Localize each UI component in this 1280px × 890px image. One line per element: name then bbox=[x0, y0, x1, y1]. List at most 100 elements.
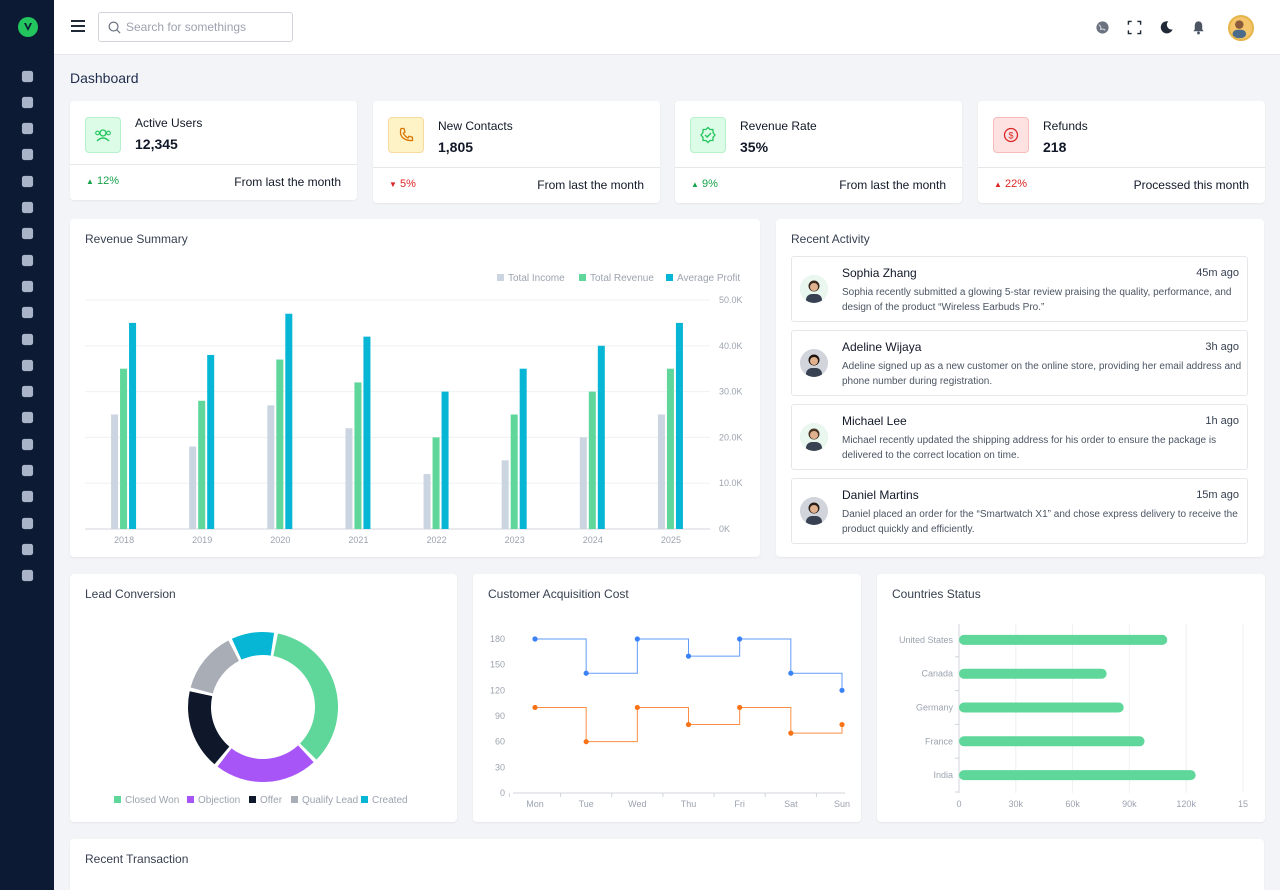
bar-canada[interactable] bbox=[959, 668, 1107, 679]
y-tick-label: 20.0K bbox=[719, 432, 743, 442]
sidebar-puzzle-icon[interactable] bbox=[18, 251, 36, 269]
slice-created[interactable] bbox=[231, 632, 275, 660]
bar-united-states[interactable] bbox=[959, 634, 1168, 645]
y-tick-label: 180 bbox=[490, 634, 505, 644]
bar-total-revenue[interactable] bbox=[588, 391, 596, 529]
sidebar-send-icon[interactable] bbox=[18, 330, 36, 348]
sidebar-chat-icon[interactable] bbox=[18, 172, 36, 190]
sidebar-list-icon[interactable] bbox=[18, 93, 36, 111]
sidebar-image-off-icon[interactable] bbox=[18, 567, 36, 585]
sidebar-table-icon[interactable] bbox=[18, 514, 36, 532]
bar-total-revenue[interactable] bbox=[120, 368, 128, 529]
bar-total-revenue[interactable] bbox=[666, 368, 674, 529]
activity-item[interactable]: Adeline Wijaya 3h ago Adeline signed up … bbox=[791, 330, 1248, 396]
bar-total-income[interactable] bbox=[267, 405, 275, 529]
search-box[interactable] bbox=[98, 12, 293, 42]
bar-total-income[interactable] bbox=[111, 414, 119, 530]
slice-qualify-lead[interactable] bbox=[190, 640, 239, 694]
sidebar-bolt-icon[interactable] bbox=[18, 435, 36, 453]
bar-germany[interactable] bbox=[959, 702, 1124, 713]
sidebar-dashboard-icon[interactable] bbox=[18, 67, 36, 85]
data-point[interactable] bbox=[788, 730, 794, 736]
sidebar-card-icon[interactable] bbox=[18, 356, 36, 374]
legend-item[interactable]: Total Revenue bbox=[579, 273, 654, 284]
sidebar-layout-icon[interactable] bbox=[18, 225, 36, 243]
legend-item[interactable]: Objection bbox=[187, 795, 240, 806]
bar-total-income[interactable] bbox=[657, 414, 665, 530]
legend-item[interactable]: Total Income bbox=[497, 273, 565, 284]
sidebar-docs-icon[interactable] bbox=[18, 304, 36, 322]
data-point[interactable] bbox=[788, 670, 794, 676]
activity-item[interactable]: Daniel Martins 15m ago Daniel placed an … bbox=[791, 478, 1248, 544]
sidebar-drop-icon[interactable] bbox=[18, 383, 36, 401]
legend-swatch bbox=[579, 274, 586, 281]
menu-toggle-icon[interactable] bbox=[71, 20, 85, 32]
bar-total-income[interactable] bbox=[345, 428, 353, 529]
x-tick-label: Wed bbox=[628, 799, 646, 809]
sidebar-pie-icon[interactable] bbox=[18, 540, 36, 558]
bar-total-revenue[interactable] bbox=[432, 437, 440, 529]
y-tick-label: United States bbox=[899, 635, 954, 645]
data-point[interactable] bbox=[737, 704, 743, 711]
sidebar-cube-icon[interactable] bbox=[18, 199, 36, 217]
sidebar-file-icon[interactable] bbox=[18, 277, 36, 295]
notification-icon[interactable] bbox=[1190, 19, 1206, 35]
bar-total-income[interactable] bbox=[501, 460, 509, 529]
slice-closed-won[interactable] bbox=[273, 633, 338, 760]
data-point[interactable] bbox=[737, 636, 743, 642]
bar-total-revenue[interactable] bbox=[510, 414, 518, 530]
bar-total-income[interactable] bbox=[423, 474, 431, 529]
sidebar-building-icon[interactable] bbox=[18, 409, 36, 427]
bar-india[interactable] bbox=[959, 770, 1196, 781]
bar-france[interactable] bbox=[959, 736, 1145, 747]
bar-total-revenue[interactable] bbox=[276, 359, 284, 529]
bar-average-profit[interactable] bbox=[675, 322, 683, 529]
sidebar-phone-icon[interactable] bbox=[18, 120, 36, 138]
legend-item[interactable]: Closed Won bbox=[114, 795, 179, 806]
bar-average-profit[interactable] bbox=[285, 313, 293, 529]
sidebar-fire-icon[interactable] bbox=[18, 462, 36, 480]
y-tick-label: 150 bbox=[490, 660, 505, 670]
activity-time: 45m ago bbox=[1196, 267, 1239, 279]
data-point[interactable] bbox=[583, 670, 589, 676]
data-point[interactable] bbox=[532, 636, 538, 642]
user-avatar[interactable] bbox=[1228, 15, 1254, 41]
x-tick-label: Thu bbox=[681, 799, 697, 809]
slice-objection[interactable] bbox=[217, 745, 314, 782]
bar-average-profit[interactable] bbox=[597, 345, 605, 529]
slice-offer[interactable] bbox=[188, 691, 230, 765]
data-point[interactable] bbox=[839, 721, 845, 728]
bar-total-revenue[interactable] bbox=[198, 400, 206, 529]
bar-total-income[interactable] bbox=[579, 437, 587, 529]
legend-item[interactable]: Average Profit bbox=[666, 273, 740, 284]
data-point[interactable] bbox=[583, 739, 589, 745]
activity-item[interactable]: Michael Lee 1h ago Michael recently upda… bbox=[791, 404, 1248, 470]
data-point[interactable] bbox=[634, 704, 640, 711]
bar-average-profit[interactable] bbox=[519, 368, 527, 529]
bar-average-profit[interactable] bbox=[363, 336, 371, 529]
legend-item[interactable]: Qualify Lead bbox=[291, 795, 358, 806]
activity-item[interactable]: Sophia Zhang 45m ago Sophia recently sub… bbox=[791, 256, 1248, 322]
bar-average-profit[interactable] bbox=[129, 322, 137, 529]
search-input[interactable] bbox=[126, 18, 286, 36]
logo[interactable] bbox=[18, 17, 38, 37]
activity-description: Sophia recently submitted a glowing 5-st… bbox=[842, 287, 1232, 313]
bar-average-profit[interactable] bbox=[441, 391, 449, 529]
fullscreen-icon[interactable] bbox=[1126, 19, 1142, 35]
bar-total-revenue[interactable] bbox=[354, 382, 362, 529]
legend-item[interactable]: Offer bbox=[249, 795, 283, 806]
trend-up-icon: ▲ bbox=[86, 177, 94, 186]
globe-icon[interactable] bbox=[1094, 19, 1110, 35]
data-point[interactable] bbox=[634, 636, 640, 642]
legend-item[interactable]: Created bbox=[361, 795, 408, 806]
sidebar-database-icon[interactable] bbox=[18, 488, 36, 506]
data-point[interactable] bbox=[685, 653, 692, 659]
dark-mode-icon[interactable] bbox=[1158, 19, 1174, 35]
bar-average-profit[interactable] bbox=[207, 354, 215, 529]
data-point[interactable] bbox=[532, 704, 538, 711]
data-point[interactable] bbox=[839, 687, 845, 693]
sidebar-calendar-icon[interactable] bbox=[18, 146, 36, 164]
stat-card: Revenue Rate 35% ▲ 9% From last the mont… bbox=[675, 101, 962, 203]
data-point[interactable] bbox=[685, 721, 692, 728]
bar-total-income[interactable] bbox=[189, 446, 197, 529]
